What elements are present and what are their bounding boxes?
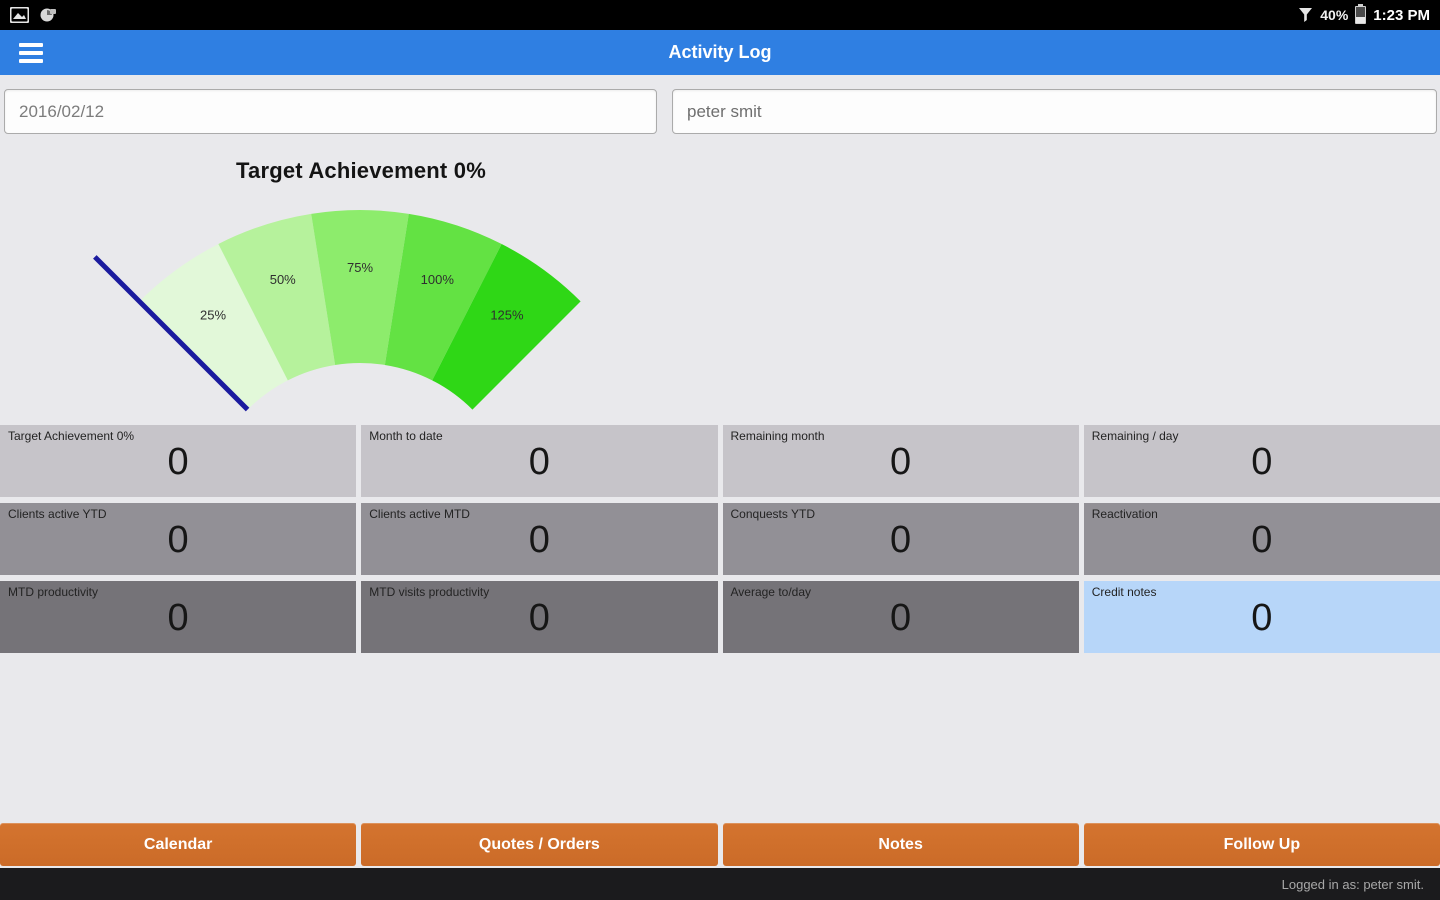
battery-icon [1355,4,1367,24]
metric-card-month-to-date[interactable]: Month to date 0 [361,425,718,497]
metric-label: Conquests YTD [730,507,816,521]
metric-card-clients-active-ytd[interactable]: Clients active YTD 0 [0,503,357,575]
logged-in-status: Logged in as: peter smit. [1281,876,1424,892]
metric-label: MTD productivity [8,585,99,599]
gauge-segment-label: 25% [200,308,226,323]
metrics-grid: Target Achievement 0% 0 Month to date 0 … [0,425,1440,653]
gauge-segment-label: 125% [490,308,524,323]
gauge-segment [311,210,409,365]
battery-percent: 40% [1320,7,1349,23]
calendar-button[interactable]: Calendar [0,823,357,866]
metric-value: 0 [167,519,189,561]
metric-card-conquests-ytd[interactable]: Conquests YTD 0 [722,503,1079,575]
metric-card-mtd-visits-productivity[interactable]: MTD visits productivity 0 [361,581,718,653]
footer-bar: Logged in as: peter smit. [0,868,1440,900]
gauge-segment-label: 75% [347,260,373,275]
notes-button[interactable]: Notes [722,823,1079,866]
metric-value: 0 [528,441,550,483]
status-time: 1:23 PM [1373,6,1430,24]
status-bar: 40% 1:23 PM [0,0,1440,30]
gauge-segment [218,213,336,381]
date-input[interactable]: 2016/02/12 [4,89,657,134]
menu-icon[interactable] [0,30,52,75]
gauge-segment [139,244,288,410]
gauge-title: Target Achievement 0% [236,158,486,183]
metric-label: Remaining month [730,429,825,443]
metric-card-target-achievement[interactable]: Target Achievement 0% 0 [0,425,357,497]
metric-value: 0 [1251,441,1273,483]
gauge-segment-label: 50% [270,272,296,287]
metric-value: 0 [1251,597,1273,639]
metric-label: Average to/day [730,585,812,599]
metric-value: 0 [1251,519,1273,561]
metric-label: Month to date [369,429,443,443]
action-bar: Calendar Quotes / Orders Notes Follow Up [0,823,1440,866]
metric-card-reactivation[interactable]: Reactivation 0 [1083,503,1440,575]
gauge-segment-label: 100% [421,272,455,287]
metric-value: 0 [528,597,550,639]
metric-value: 0 [890,597,912,639]
page-title: Activity Log [668,42,772,62]
target-achievement-gauge: 25% 50% 75% 100% 125% [93,210,581,412]
metric-card-remaining-per-day[interactable]: Remaining / day 0 [1083,425,1440,497]
metric-value: 0 [167,597,189,639]
metric-value: 0 [890,441,912,483]
signal-icon [1298,7,1313,23]
metric-label: Credit notes [1091,585,1157,599]
metric-label: Clients active YTD [8,507,107,521]
metric-value: 0 [167,441,189,483]
metric-label: Clients active MTD [369,507,470,521]
metric-label: Remaining / day [1091,429,1179,443]
metric-label: MTD visits productivity [369,585,490,599]
metric-card-remaining-month[interactable]: Remaining month 0 [722,425,1079,497]
gauge-segment [384,213,502,381]
metric-card-mtd-productivity[interactable]: MTD productivity 0 [0,581,357,653]
metric-card-average-per-day[interactable]: Average to/day 0 [722,581,1079,653]
metric-card-clients-active-mtd[interactable]: Clients active MTD 0 [361,503,718,575]
metric-label: Reactivation [1091,507,1158,521]
metric-label: Target Achievement 0% [8,429,135,443]
agent-name-input[interactable]: peter smit [672,89,1437,134]
gauge-segment [432,244,581,410]
screenshot-icon [39,7,57,23]
image-icon [10,7,29,23]
app-bar: Activity Log [0,30,1440,75]
metric-card-credit-notes[interactable]: Credit notes 0 [1083,581,1440,653]
metric-value: 0 [890,519,912,561]
gauge-needle [93,255,250,412]
follow-up-button[interactable]: Follow Up [1083,823,1440,866]
metric-value: 0 [528,519,550,561]
quotes-orders-button[interactable]: Quotes / Orders [361,823,718,866]
